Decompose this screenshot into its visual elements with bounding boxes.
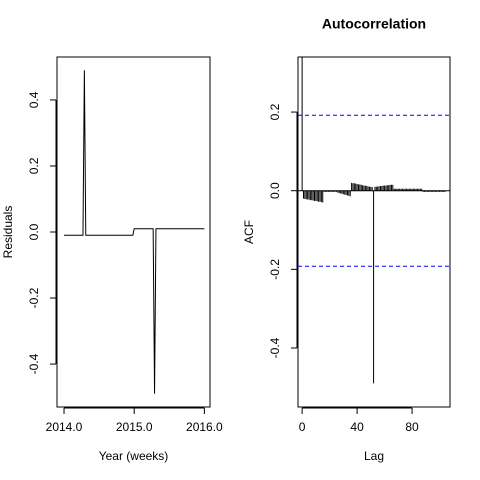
- y-tick-label: 0.0: [268, 182, 282, 199]
- plot-frame: [56, 56, 211, 408]
- x-tick-label: 0: [299, 420, 306, 434]
- y-tick-label: 0.2: [268, 103, 282, 120]
- x-tick-label: 2014.0: [46, 420, 83, 434]
- x-tick-label: 2015.0: [116, 420, 153, 434]
- x-tick-label: 40: [350, 420, 364, 434]
- y-tick-label: -0.2: [268, 259, 282, 280]
- y-tick-label: -0.4: [27, 353, 41, 374]
- y-tick-label: 0.4: [27, 91, 41, 108]
- y-tick-label: -0.2: [27, 287, 41, 308]
- x-axis-label: Lag: [364, 449, 384, 463]
- y-tick-label: 0.2: [27, 157, 41, 174]
- y-tick-label: 0.0: [27, 223, 41, 240]
- x-axis-label: Year (weeks): [99, 449, 169, 463]
- y-axis-label: ACF: [242, 220, 256, 244]
- chart-title: Autocorrelation: [322, 16, 426, 32]
- y-tick-label: -0.4: [268, 337, 282, 358]
- x-tick-label: 2016.0: [186, 420, 223, 434]
- plot-frame: [297, 56, 451, 408]
- plot-area: [298, 57, 450, 384]
- residual-line: [64, 70, 205, 394]
- y-axis-label: Residuals: [1, 206, 15, 259]
- plot-area: [64, 70, 205, 394]
- x-tick-label: 80: [405, 420, 419, 434]
